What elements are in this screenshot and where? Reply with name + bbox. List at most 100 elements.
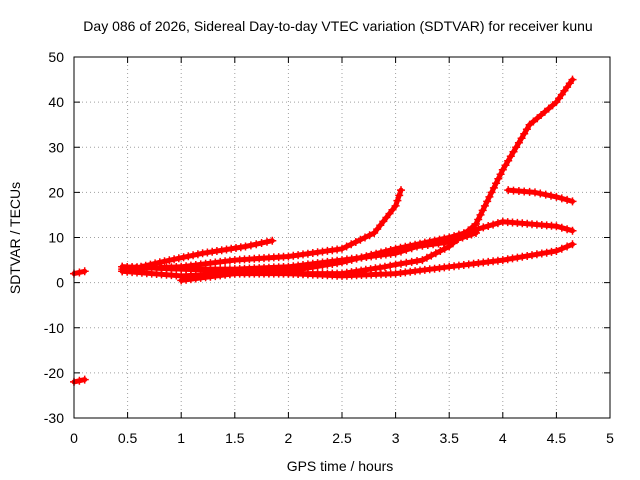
data-point-marker (80, 267, 89, 276)
data-point-marker (246, 241, 255, 250)
data-point-marker (557, 194, 566, 203)
data-point-marker (418, 256, 427, 265)
data-point-marker (75, 268, 84, 277)
data-point-marker (397, 259, 405, 268)
data-point-marker (552, 192, 561, 201)
data-point-marker (236, 243, 245, 252)
x-tick-label: 0.5 (118, 430, 138, 446)
y-tick-label: 10 (48, 230, 64, 246)
data-point-marker (165, 256, 174, 265)
data-point-marker (416, 239, 424, 248)
data-point-marker (365, 231, 374, 240)
y-tick-label: -30 (44, 410, 64, 426)
data-point-marker (568, 75, 577, 84)
data-point-marker (506, 152, 515, 161)
data-point-marker (513, 253, 522, 262)
data-point-marker (395, 191, 404, 200)
data-point-marker (489, 220, 498, 229)
data-point-marker (517, 134, 526, 143)
data-point-marker (547, 191, 555, 200)
data-point-marker (425, 237, 434, 246)
data-point-marker (568, 226, 577, 235)
data-point-marker (509, 147, 518, 156)
data-point-marker (532, 250, 541, 259)
data-point-marker (487, 188, 496, 197)
data-point-marker (498, 165, 507, 174)
data-point-marker (493, 219, 502, 228)
data-point-marker (476, 210, 485, 219)
data-point-marker (361, 233, 369, 242)
data-point-marker (483, 197, 492, 206)
data-point-marker (480, 201, 489, 210)
data-point-marker (193, 250, 202, 259)
data-point-marker (189, 251, 198, 260)
x-tick-label: 1 (177, 430, 185, 446)
data-point-marker (474, 224, 483, 233)
data-point-marker (489, 183, 498, 192)
data-point-marker (170, 255, 179, 264)
data-point-marker (397, 186, 405, 195)
x-tick-label: 3.5 (439, 430, 459, 446)
series-s2 (70, 375, 89, 386)
data-point-marker (318, 261, 327, 270)
series-s9 (504, 186, 577, 206)
data-point-marker (420, 238, 429, 247)
data-point-marker (391, 244, 400, 253)
data-point-marker (547, 247, 556, 256)
data-point-marker (155, 258, 164, 267)
data-point-marker (440, 234, 449, 243)
data-point-marker (351, 238, 360, 246)
data-point-marker (386, 246, 395, 254)
y-tick-label: 20 (48, 184, 64, 200)
data-point-marker (557, 244, 566, 253)
data-point-marker (372, 249, 381, 258)
data-point-marker (492, 179, 501, 188)
data-point-marker (563, 195, 572, 204)
data-point-marker (552, 222, 561, 231)
x-tick-label: 4 (499, 430, 507, 446)
data-point-marker (357, 253, 366, 262)
data-point-marker (479, 223, 488, 232)
data-point-marker (352, 254, 361, 263)
x-tick-label: 0 (70, 430, 78, 446)
data-point-marker (430, 236, 439, 245)
y-axis-label: SDTVAR / TECUs (7, 182, 23, 294)
tick-layer: 0 0.5 1 1.5 2 2.5 3 3.5 4 4.5 5 -30 -20 -10 0 10 20 30 40 5… (44, 49, 614, 446)
data-point-marker (257, 239, 266, 247)
x-tick-label: 3 (392, 430, 400, 446)
data-point-marker (323, 260, 332, 269)
data-point-marker (537, 249, 546, 258)
data-point-marker (198, 249, 207, 258)
data-point-marker (217, 246, 226, 255)
data-point-marker (568, 240, 577, 249)
data-point-marker (328, 260, 337, 268)
data-point-marker (454, 230, 463, 239)
data-point-marker (391, 260, 400, 269)
data-point-marker (504, 156, 513, 165)
data-point-marker (522, 125, 531, 134)
data-point-marker (333, 259, 342, 268)
data-point-marker (568, 197, 577, 206)
series-s8 (177, 240, 577, 285)
data-point-marker (411, 240, 420, 249)
y-tick-label: -10 (44, 320, 64, 336)
data-point-marker (376, 263, 385, 272)
data-point-marker (391, 201, 400, 210)
data-point-marker (514, 138, 523, 147)
y-tick-label: 30 (48, 139, 64, 155)
y-tick-label: 40 (48, 94, 64, 110)
data-point-marker (542, 248, 551, 257)
data-point-marker (435, 235, 444, 244)
data-point-marker (402, 258, 411, 267)
data-point-marker (208, 247, 217, 256)
data-point-marker (557, 223, 566, 232)
data-point-marker (431, 249, 440, 258)
data-point-marker (268, 236, 277, 245)
data-point-marker (406, 241, 415, 250)
data-point-marker (381, 247, 390, 256)
data-point-marker (484, 222, 493, 230)
data-point-marker (407, 257, 416, 266)
data-point-marker (552, 247, 561, 255)
data-point-marker (396, 243, 405, 252)
